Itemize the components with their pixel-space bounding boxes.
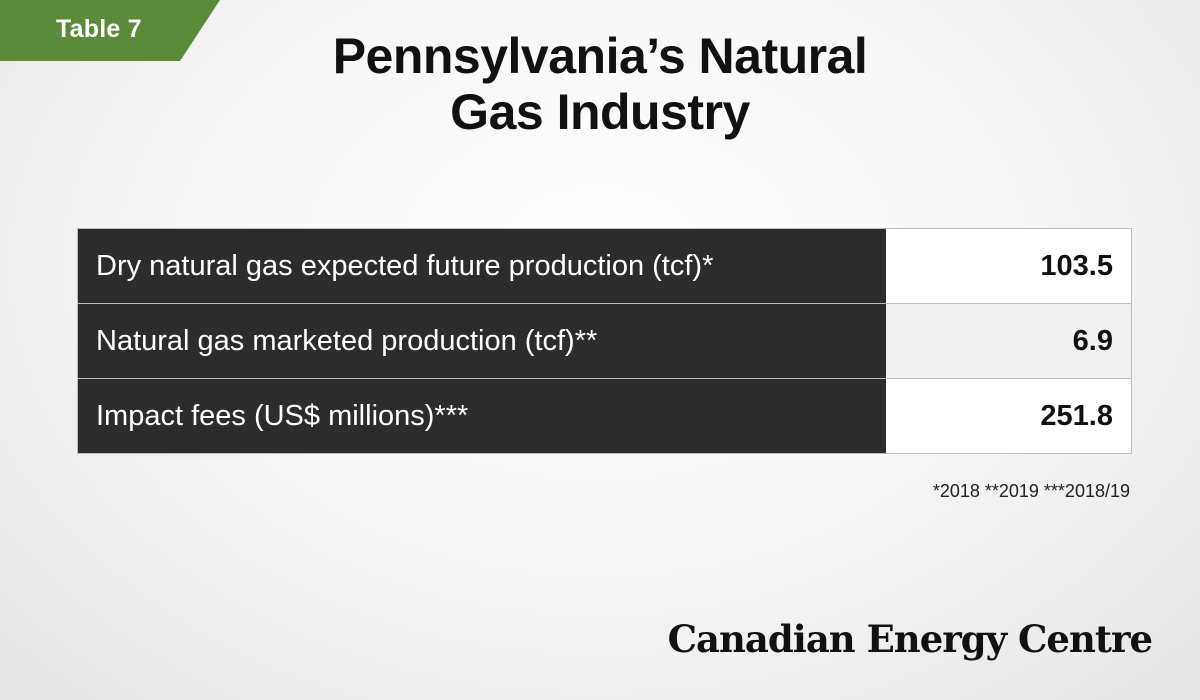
data-table: Dry natural gas expected future producti… xyxy=(77,228,1132,454)
table-row: Dry natural gas expected future producti… xyxy=(78,229,1131,304)
title-line-2: Gas Industry xyxy=(450,84,750,140)
footnote: *2018 **2019 ***2018/19 xyxy=(932,481,1130,501)
row-label: Impact fees (US$ millions)*** xyxy=(78,379,886,453)
row-label: Natural gas marketed production (tcf)** xyxy=(78,304,886,378)
row-value: 251.8 xyxy=(886,379,1131,453)
table-row: Natural gas marketed production (tcf)** … xyxy=(78,304,1131,379)
table-number-label: Table 7 xyxy=(56,15,142,43)
table-number-tag xyxy=(0,0,220,61)
row-value: 103.5 xyxy=(886,229,1131,303)
table-row: Impact fees (US$ millions)*** 251.8 xyxy=(78,379,1131,453)
page-title: Pennsylvania’s Natural Gas Industry xyxy=(0,28,1200,140)
title-line-1: Pennsylvania’s Natural xyxy=(332,28,868,84)
brand-logo-text: Canadian Energy Centre xyxy=(667,617,1153,661)
row-value: 6.9 xyxy=(886,304,1131,378)
row-label: Dry natural gas expected future producti… xyxy=(78,229,886,303)
